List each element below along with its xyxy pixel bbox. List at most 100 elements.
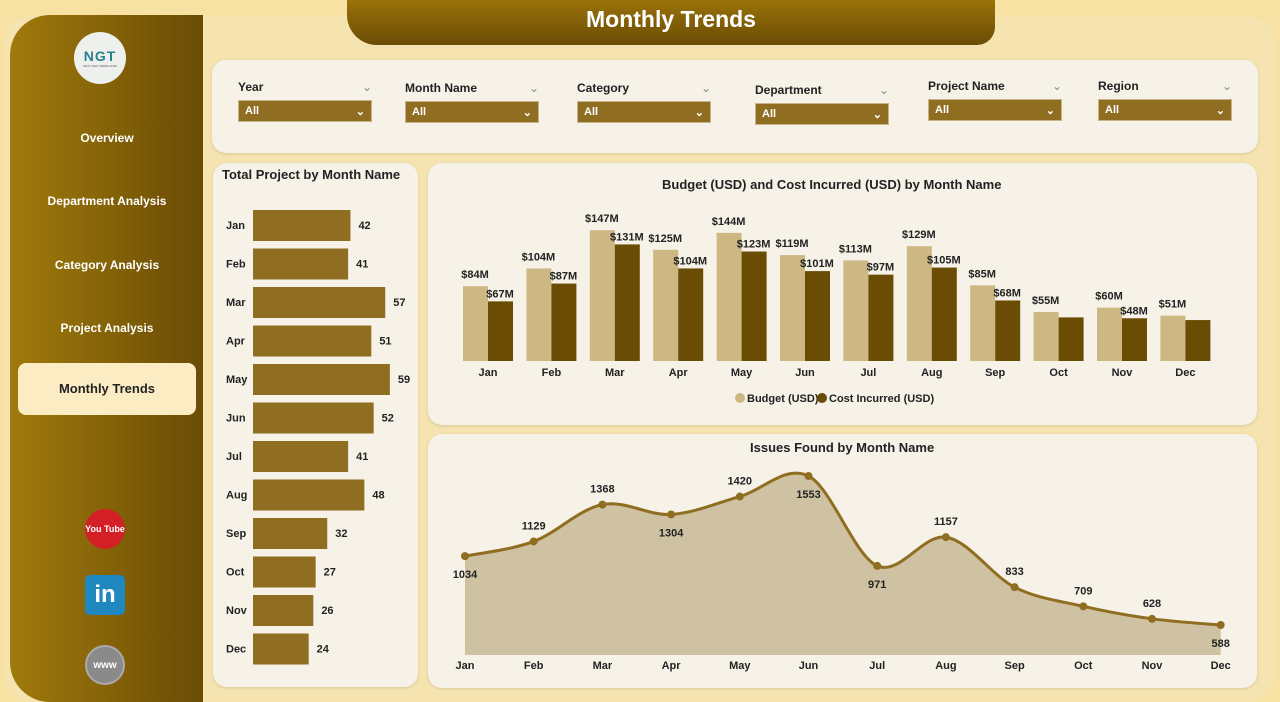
- chevron-down-icon[interactable]: ⌄: [361, 80, 372, 94]
- bar[interactable]: [253, 441, 349, 472]
- linkedin-label: in: [94, 581, 116, 608]
- bar[interactable]: [253, 518, 328, 549]
- cost-bar[interactable]: [805, 271, 830, 361]
- filter-project-name[interactable]: Project Name ⌄ All ⌄: [928, 79, 1062, 121]
- data-label: $104M: [522, 251, 556, 263]
- data-point[interactable]: [1148, 614, 1156, 623]
- data-label: $48M: [1120, 305, 1148, 317]
- data-point[interactable]: [667, 510, 676, 519]
- filter-dropdown[interactable]: All ⌄: [755, 103, 889, 125]
- linkedin-icon[interactable]: in: [85, 575, 125, 615]
- bar[interactable]: [253, 479, 365, 511]
- data-point[interactable]: [1216, 620, 1225, 629]
- budget-bar[interactable]: [716, 232, 742, 361]
- chevron-down-icon[interactable]: ⌄: [878, 83, 889, 97]
- youtube-icon[interactable]: You Tube: [85, 509, 125, 549]
- data-label: 59: [398, 374, 410, 386]
- data-label: 27: [324, 567, 336, 579]
- x-tick-label: May: [731, 367, 753, 379]
- cost-bar[interactable]: [678, 268, 704, 361]
- budget-bar[interactable]: [780, 255, 805, 361]
- nav-category-analysis[interactable]: Category Analysis: [54, 258, 160, 272]
- y-tick-label: Sep: [226, 528, 246, 540]
- filter-dropdown[interactable]: All ⌄: [405, 101, 539, 123]
- data-point[interactable]: [1079, 602, 1088, 611]
- budget-bar[interactable]: [1097, 307, 1122, 361]
- chevron-down-icon[interactable]: ⌄: [700, 81, 711, 95]
- cost-bar[interactable]: [931, 267, 957, 361]
- globe-icon[interactable]: www: [85, 645, 125, 685]
- cost-bar[interactable]: [1185, 320, 1211, 361]
- nav-monthly-trends[interactable]: Monthly Trends: [18, 363, 196, 415]
- data-label: $85M: [968, 268, 996, 280]
- budget-bar[interactable]: [1033, 312, 1059, 361]
- data-point[interactable]: [735, 492, 744, 501]
- filter-value: All: [935, 104, 950, 116]
- data-label: 709: [1074, 585, 1092, 597]
- filter-department[interactable]: Department ⌄ All ⌄: [755, 83, 889, 125]
- budget-bar[interactable]: [843, 260, 869, 361]
- x-tick-label: May: [729, 660, 751, 672]
- cost-bar[interactable]: [1122, 318, 1147, 361]
- data-label: $129M: [902, 229, 936, 241]
- budget-bar[interactable]: [589, 230, 615, 361]
- bar[interactable]: [253, 248, 349, 280]
- filter-dropdown[interactable]: All ⌄: [1098, 99, 1232, 121]
- chevron-down-icon[interactable]: ⌄: [1051, 79, 1062, 93]
- cost-bar[interactable]: [614, 244, 640, 361]
- data-point[interactable]: [804, 472, 813, 480]
- x-tick-label: Feb: [524, 660, 544, 672]
- data-point[interactable]: [1010, 583, 1019, 592]
- filter-label: Department ⌄: [755, 83, 889, 97]
- filter-label-text: Year: [238, 80, 264, 94]
- bar[interactable]: [253, 556, 316, 588]
- y-tick-label: Jul: [226, 451, 242, 463]
- bar[interactable]: [253, 633, 309, 665]
- chevron-down-icon: ⌄: [355, 106, 365, 118]
- x-tick-label: Jun: [795, 367, 815, 379]
- filter-region[interactable]: Region ⌄ All ⌄: [1098, 79, 1232, 121]
- bar[interactable]: [253, 402, 374, 434]
- budget-bar[interactable]: [653, 249, 679, 361]
- filter-value: All: [245, 105, 260, 117]
- budget-bar[interactable]: [463, 286, 488, 361]
- ngt-logo[interactable]: NGT NEXT GEN TEMPLATES: [74, 32, 126, 84]
- cost-bar[interactable]: [1058, 317, 1084, 361]
- cost-bar[interactable]: [995, 300, 1021, 361]
- nav-project-analysis[interactable]: Project Analysis: [60, 321, 154, 335]
- data-label: $51M: [1159, 299, 1187, 311]
- data-point[interactable]: [873, 561, 882, 570]
- cost-bar[interactable]: [868, 274, 894, 361]
- cost-bar[interactable]: [488, 301, 513, 361]
- nav-overview[interactable]: Overview: [80, 131, 134, 145]
- cost-bar[interactable]: [551, 283, 577, 361]
- y-tick-label: Oct: [226, 567, 245, 579]
- budget-bar[interactable]: [1160, 315, 1186, 361]
- x-tick-label: Aug: [935, 660, 956, 672]
- data-label: $60M: [1095, 291, 1123, 303]
- bar[interactable]: [253, 287, 386, 318]
- filter-month-name[interactable]: Month Name ⌄ All ⌄: [405, 81, 539, 123]
- bar[interactable]: [253, 210, 351, 241]
- budget-bar[interactable]: [970, 285, 996, 361]
- bar[interactable]: [253, 595, 314, 626]
- data-point[interactable]: [598, 500, 607, 509]
- filter-dropdown[interactable]: All ⌄: [928, 99, 1062, 121]
- data-point[interactable]: [529, 537, 538, 546]
- data-point[interactable]: [461, 552, 469, 561]
- nav-department-analysis[interactable]: Department Analysis: [47, 194, 167, 208]
- budget-bar[interactable]: [526, 268, 552, 361]
- filter-category[interactable]: Category ⌄ All ⌄: [577, 81, 711, 123]
- legend-marker: [817, 393, 827, 403]
- budget-bar[interactable]: [906, 246, 932, 361]
- filter-year[interactable]: Year ⌄ All ⌄: [238, 80, 372, 122]
- bar[interactable]: [253, 364, 390, 395]
- chevron-down-icon[interactable]: ⌄: [1221, 79, 1232, 93]
- bar[interactable]: [253, 325, 372, 357]
- data-point[interactable]: [941, 533, 950, 542]
- chevron-down-icon[interactable]: ⌄: [528, 81, 539, 95]
- filter-dropdown[interactable]: All ⌄: [577, 101, 711, 123]
- filter-dropdown[interactable]: All ⌄: [238, 100, 372, 122]
- data-label: 52: [382, 413, 394, 425]
- cost-bar[interactable]: [741, 251, 767, 361]
